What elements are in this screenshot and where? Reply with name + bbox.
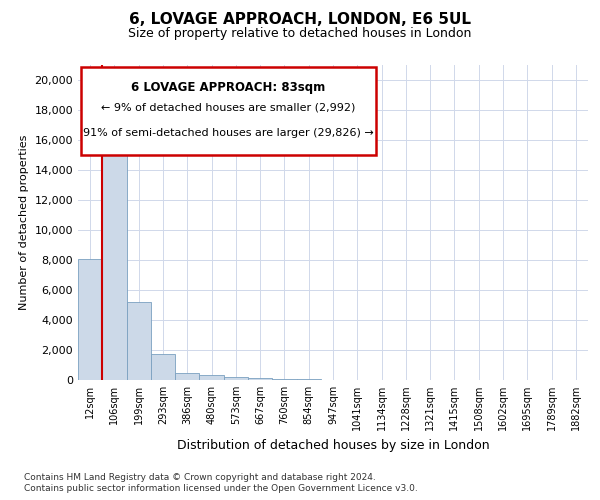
Text: Contains HM Land Registry data © Crown copyright and database right 2024.: Contains HM Land Registry data © Crown c… — [24, 472, 376, 482]
Bar — [175, 372, 199, 380]
FancyBboxPatch shape — [80, 66, 376, 155]
Text: 6 LOVAGE APPROACH: 83sqm: 6 LOVAGE APPROACH: 83sqm — [131, 80, 326, 94]
Text: Contains public sector information licensed under the Open Government Licence v3: Contains public sector information licen… — [24, 484, 418, 493]
Bar — [224, 377, 248, 380]
Text: 6, LOVAGE APPROACH, LONDON, E6 5UL: 6, LOVAGE APPROACH, LONDON, E6 5UL — [129, 12, 471, 28]
Bar — [296, 379, 321, 380]
Bar — [272, 378, 296, 380]
Bar — [151, 354, 175, 380]
Bar — [78, 259, 102, 380]
Bar — [199, 375, 224, 380]
Bar — [102, 134, 127, 380]
Text: Size of property relative to detached houses in London: Size of property relative to detached ho… — [128, 28, 472, 40]
Y-axis label: Number of detached properties: Number of detached properties — [19, 135, 29, 310]
X-axis label: Distribution of detached houses by size in London: Distribution of detached houses by size … — [176, 438, 490, 452]
Bar — [127, 302, 151, 380]
Text: ← 9% of detached houses are smaller (2,992): ← 9% of detached houses are smaller (2,9… — [101, 103, 356, 113]
Bar — [248, 378, 272, 380]
Text: 91% of semi-detached houses are larger (29,826) →: 91% of semi-detached houses are larger (… — [83, 128, 374, 138]
